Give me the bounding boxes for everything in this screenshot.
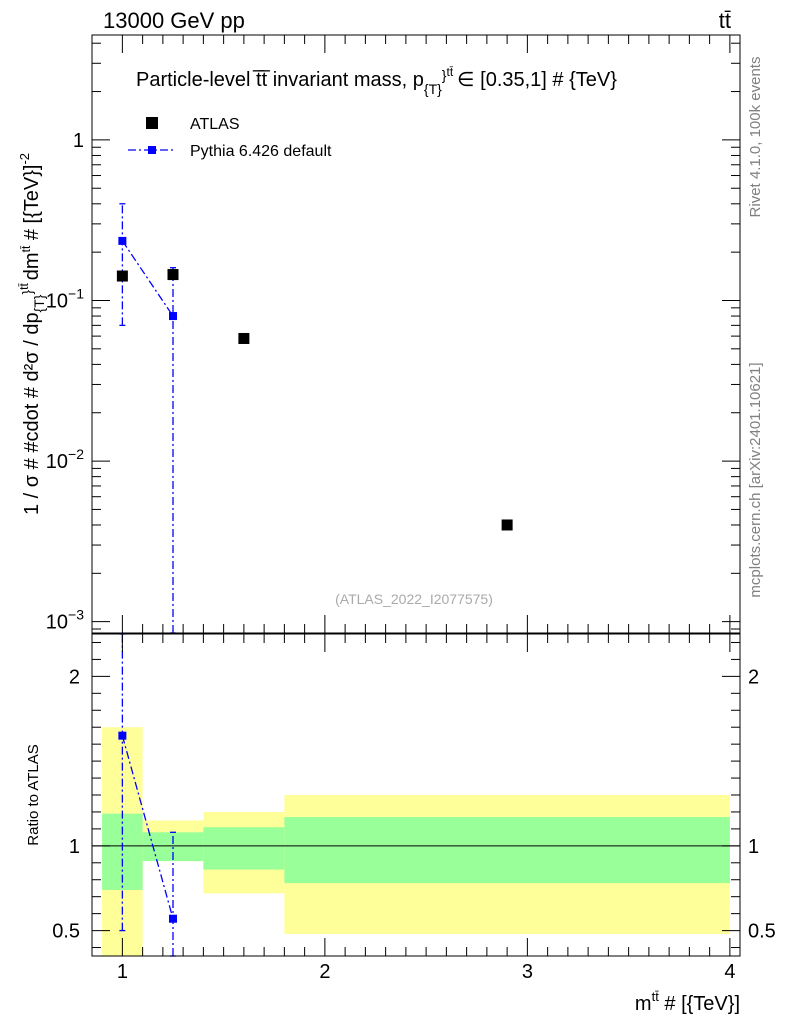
ratio-pythia-point <box>118 731 127 740</box>
legend-pythia-label: Pythia 6.426 default <box>190 143 332 160</box>
x-label-sup: tt̄ <box>652 989 660 1004</box>
ratio-y-tick-label-right: 0.5 <box>748 921 776 943</box>
ratio-x-tick-label: 3 <box>522 961 533 983</box>
legend-atlas-marker <box>146 117 158 129</box>
main-atlas-point <box>501 519 513 531</box>
ratio-x-tick-label: 1 <box>117 961 128 983</box>
ratio-y-tick-label: 0.5 <box>52 921 80 943</box>
main-atlas-point <box>238 332 250 344</box>
ratio-y-axis: 0.5 0.5 1 1 2 2 <box>52 641 776 949</box>
main-atlas-point <box>116 270 128 282</box>
main-y-tick-label: 10−3 <box>46 607 84 634</box>
ratio-pythia-point <box>169 914 177 923</box>
main-y-label-exp: -2 <box>17 153 32 165</box>
x-axis-label: mtt̄ # [{TeV}] <box>635 989 740 1015</box>
legend-atlas-label: ATLAS <box>190 116 240 133</box>
main-y-label-text: 1 / σ # #cdot # d²σ / dp <box>21 312 43 515</box>
legend-pythia-marker <box>148 146 156 154</box>
main-title-text: Particle-level t̅t̅ invariant mass, p <box>136 69 424 91</box>
ratio-plot-panel: 0.5 0.5 1 1 2 2 1 2 3 4 Ratio to ATLAS mtt̄ # [{… <box>25 633 776 1015</box>
main-title-sup2: tt̄ <box>446 65 453 79</box>
main-y-tick-label: 10−2 <box>46 446 84 473</box>
main-y-label-tail: dm <box>21 252 43 280</box>
main-title-sup: } <box>442 67 447 83</box>
main-y-axis: 1 10−1 10−2 10−3 <box>46 42 740 634</box>
ratio-x-tick-label: 2 <box>319 961 330 983</box>
main-title-sub: {T} <box>424 81 442 97</box>
ratio-y-tick-label-right: 2 <box>748 666 759 688</box>
header-process-label: tt̄ <box>719 8 731 33</box>
ratio-y-axis-label: Ratio to ATLAS <box>25 744 42 845</box>
ratio-x-tick-label: 4 <box>724 961 735 983</box>
ratio-uncertainty-bands <box>102 727 730 956</box>
ratio-y-tick-label: 1 <box>69 836 80 858</box>
main-plot-frame <box>91 34 741 634</box>
analysis-watermark: (ATLAS_2022_I2077575) <box>335 591 493 607</box>
main-atlas-point <box>167 269 179 281</box>
main-y-tick-label: 1 <box>73 130 84 152</box>
mcplots-source-label: mcplots.cern.ch [arXiv:2401.10621] <box>747 362 764 597</box>
main-title: Particle-level t̅t̅ invariant mass, p{T}… <box>136 65 617 97</box>
main-pythia-point <box>169 312 177 321</box>
ratio-x-axis: 1 2 3 4 <box>117 634 735 983</box>
main-y-label-units: # [{TeV}] <box>21 165 43 246</box>
main-pythia-point <box>118 236 127 245</box>
ratio-band-green <box>284 817 730 884</box>
header-energy-label: 13000 GeV pp <box>103 8 245 33</box>
main-plot-panel: 1 10−1 10−2 10−3 Particle-level t̅t̅ invari… <box>17 34 741 634</box>
main-title-tail: ∈ [0.35,1] # {TeV} <box>457 69 617 91</box>
ratio-y-tick-label-right: 1 <box>748 836 759 858</box>
ratio-band-green <box>203 827 285 870</box>
legend: ATLAS Pythia 6.426 default <box>128 116 332 160</box>
main-y-axis-label: 1 / σ # #cdot # d²σ / dp{T}}tt̄dmtt̄ # [… <box>17 153 47 515</box>
x-label-tail: # [{TeV}] <box>659 993 740 1015</box>
ratio-y-tick-label: 2 <box>69 666 80 688</box>
main-x-axis-ticks <box>121 35 731 633</box>
rivet-version-label: Rivet 4.1.0, 100k events <box>747 57 764 218</box>
main-pythia-series-line <box>121 240 174 317</box>
x-label-text: m <box>635 993 652 1015</box>
main-data-marks <box>116 203 513 634</box>
main-y-tick-label: 10−1 <box>46 285 84 312</box>
